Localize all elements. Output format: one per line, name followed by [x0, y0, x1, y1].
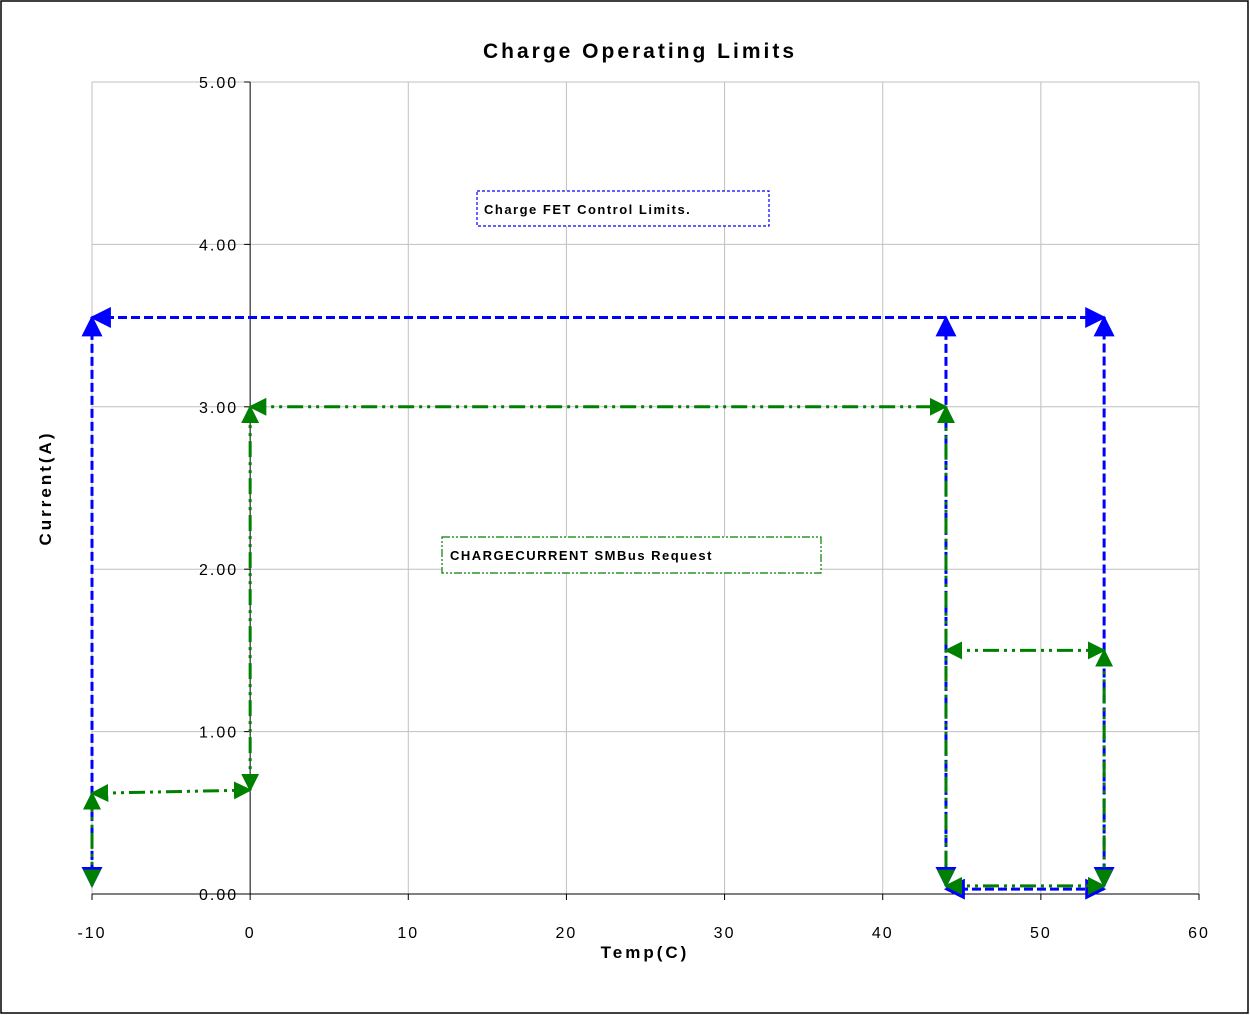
y-tick-label: 4.00 — [199, 237, 238, 254]
fet-limits-label: Charge FET Control Limits. — [484, 202, 691, 217]
x-tick-label: 60 — [1188, 925, 1210, 942]
fet-limits-label-box — [476, 190, 770, 227]
x-tick-labels: -10 0 10 20 30 40 50 60 — [77, 925, 1210, 942]
y-tick-labels: 0.00 1.00 2.00 3.00 4.00 5.00 — [199, 75, 238, 904]
smbus-request-label-box — [441, 536, 822, 574]
y-tick-label: 2.00 — [199, 562, 238, 579]
series-smbus-request — [83, 397, 1114, 895]
y-tick-label: 5.00 — [199, 75, 238, 92]
chart-title: Charge Operating Limits — [483, 40, 797, 63]
y-tick-label: 3.00 — [199, 400, 238, 417]
smbus-request-segment — [90, 781, 252, 802]
x-tick-label: 20 — [556, 925, 578, 942]
annotations: Charge FET Control Limits. CHARGECURRENT… — [441, 190, 822, 574]
x-tick-label: 40 — [872, 925, 894, 942]
x-tick-label: 30 — [714, 925, 736, 942]
y-axis-title: Current(A) — [36, 431, 55, 546]
x-tick-label: 50 — [1030, 925, 1052, 942]
x-tick-label: -10 — [77, 925, 106, 942]
y-tick-label: 1.00 — [199, 725, 238, 742]
y-tick-label: 0.00 — [199, 887, 238, 904]
smbus-request-label: CHARGECURRENT SMBus Request — [450, 548, 713, 563]
x-tick-label: 10 — [397, 925, 419, 942]
x-tick-label: 0 — [245, 925, 256, 942]
series-layer — [81, 306, 1115, 900]
x-axis-title: Temp(C) — [601, 943, 690, 962]
